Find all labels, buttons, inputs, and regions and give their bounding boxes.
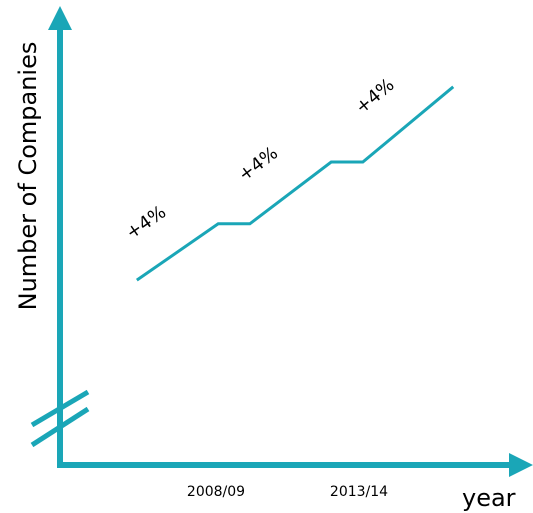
x-axis-title: year [462, 484, 516, 512]
y-axis-arrow-icon [48, 6, 72, 30]
growth-annotation-1: +4% [235, 143, 282, 186]
series-layer [135, 85, 455, 282]
growth-annotation-0: +4% [122, 202, 170, 244]
series-line-0 [135, 85, 455, 282]
x-tick-label-2013-14: 2013/14 [330, 484, 388, 500]
y-axis-title: Number of Companies [14, 42, 42, 311]
annotation-layer: +4% +4% +4% [122, 74, 398, 243]
axis-break-mark-lower [30, 406, 90, 448]
growth-annotation-2: +4% [352, 74, 399, 118]
x-tick-label-2008-09: 2008/09 [187, 484, 245, 500]
labels: 2008/09 2013/14 year Number of Companies [14, 42, 516, 512]
axes [30, 6, 533, 477]
x-axis-arrow-icon [509, 453, 533, 477]
axis-break-mark-upper [30, 389, 90, 428]
